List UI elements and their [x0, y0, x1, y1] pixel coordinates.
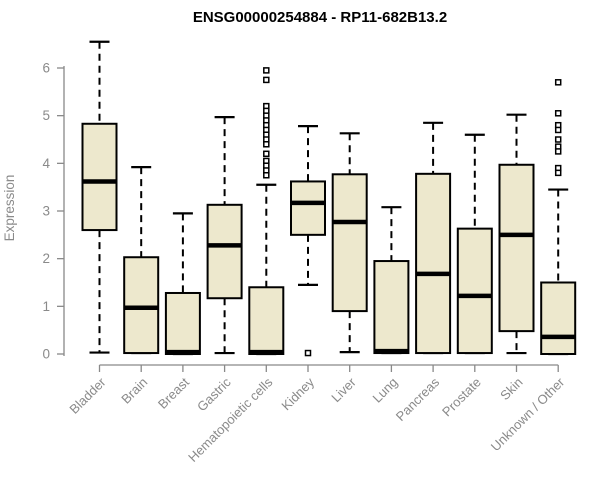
box-iqr: [248, 286, 285, 356]
outlier-point: [263, 67, 270, 74]
outlier-point: [554, 110, 562, 117]
outlier-point: [554, 169, 562, 177]
x-category-label: Unknown / Other: [488, 374, 568, 454]
outlier-point: [263, 141, 270, 148]
y-tick-label: 1: [42, 299, 50, 314]
outlier-point: [304, 349, 312, 357]
outlier-point: [263, 76, 270, 84]
box-iqr: [206, 203, 243, 300]
box-iqr: [540, 281, 577, 356]
y-tick-label: 2: [42, 251, 50, 266]
y-tick-label: 3: [42, 203, 50, 218]
outlier-point: [263, 171, 270, 179]
box-iqr: [331, 173, 368, 313]
x-category-label: Brain: [118, 375, 150, 407]
box-iqr: [456, 227, 493, 355]
box-iqr: [290, 180, 326, 236]
x-category-label: Kidney: [278, 374, 317, 413]
box-iqr: [81, 122, 118, 232]
x-category-label: Lung: [369, 375, 400, 406]
box-iqr: [123, 256, 160, 355]
outlier-point: [554, 148, 562, 155]
y-tick-label: 0: [42, 347, 50, 362]
box-iqr: [498, 163, 535, 333]
y-tick-label: 5: [42, 108, 50, 123]
x-category-label: Breast: [155, 374, 192, 411]
chart-title: ENSG00000254884 - RP11-682B13.2: [193, 9, 447, 26]
x-category-label: Gastric: [194, 374, 234, 414]
outlier-point: [554, 79, 562, 86]
x-category-label: Pancreas: [393, 374, 443, 424]
box-iqr: [415, 172, 452, 355]
y-axis-label: Expression: [2, 175, 17, 242]
outlier-point: [263, 150, 270, 158]
x-category-label: Bladder: [66, 374, 109, 417]
box-iqr: [373, 260, 410, 355]
y-tick-label: 6: [42, 60, 50, 75]
x-category-label: Liver: [328, 374, 359, 405]
outlier-point: [554, 126, 562, 134]
y-tick-label: 4: [42, 156, 50, 171]
x-category-label: Prostate: [439, 375, 484, 420]
outlier-point: [554, 136, 562, 143]
x-category-label: Skin: [497, 375, 525, 403]
box-iqr: [164, 291, 201, 355]
